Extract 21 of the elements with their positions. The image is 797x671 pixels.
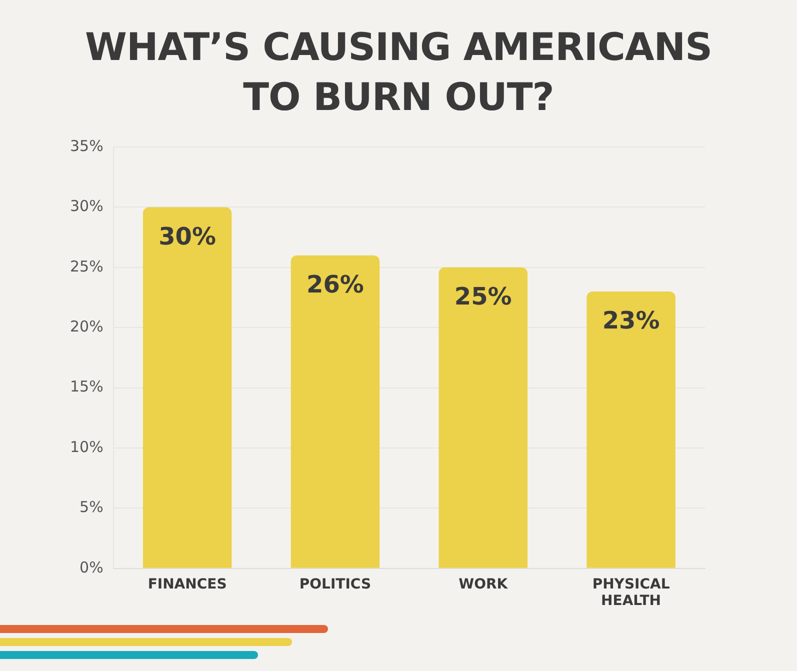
data-label: 30% (158, 222, 216, 250)
x-tick-label: PHYSICAL HEALTH (592, 576, 670, 610)
bar (586, 291, 676, 568)
y-tick-label: 15% (70, 378, 104, 396)
bar (142, 207, 232, 568)
data-label: 25% (454, 282, 512, 311)
x-tick-label: FINANCES (148, 576, 227, 592)
chart-title: WHAT’S CAUSING AMERICANS TO BURN OUT? (84, 24, 713, 121)
y-tick-label: 30% (70, 197, 104, 216)
data-label: 26% (306, 270, 364, 299)
bar (290, 255, 380, 568)
y-tick-label: 10% (70, 438, 104, 456)
x-tick-label: POLITICS (299, 576, 372, 592)
y-tick-label: 25% (70, 257, 104, 276)
y-tick-label: 5% (80, 498, 104, 516)
y-tick-label: 20% (70, 317, 104, 336)
y-tick-label: 35% (70, 136, 104, 155)
y-tick-label: 0% (80, 558, 104, 576)
bar (438, 267, 528, 568)
x-tick-label: WORK (458, 576, 509, 592)
data-label: 23% (602, 306, 660, 335)
